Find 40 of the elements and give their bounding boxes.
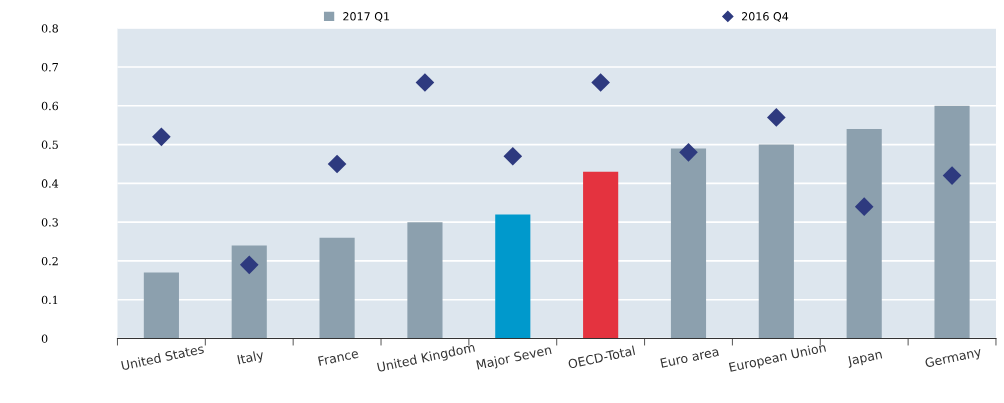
point <box>591 73 610 92</box>
point <box>942 166 962 185</box>
y-tick-label: 0.1 <box>41 295 58 305</box>
bar <box>583 171 619 339</box>
y-tick-label: 0.5 <box>41 140 58 149</box>
point <box>503 146 523 166</box>
point <box>415 73 435 92</box>
x-tick-label: United States <box>121 343 205 371</box>
x-tick-label: Italy <box>237 349 265 367</box>
point <box>679 143 698 162</box>
x-tick-label: Euro area <box>660 346 719 368</box>
point <box>239 255 259 275</box>
legend-label: 2016 Q4 <box>741 12 789 22</box>
bar <box>319 237 355 339</box>
bar <box>846 129 882 339</box>
y-tick-label: 0.8 <box>41 24 58 33</box>
bar <box>143 272 179 339</box>
bar <box>495 214 531 339</box>
y-tick-label: 0.4 <box>41 179 59 188</box>
bar <box>670 148 707 339</box>
bar <box>758 144 794 339</box>
x-tick-label: United Kingdom <box>376 342 476 375</box>
y-tick-label: 0.2 <box>41 256 58 266</box>
y-tick-label: 0.7 <box>41 62 58 72</box>
x-tick-label: Germany <box>924 346 983 371</box>
y-tick-label: 0.3 <box>41 218 58 227</box>
bar <box>934 105 970 339</box>
y-tick-label: 0 <box>41 334 48 343</box>
bar <box>407 222 443 339</box>
bar <box>231 245 267 339</box>
point <box>854 197 874 216</box>
x-tick-label: Major Seven <box>476 344 553 373</box>
x-tick-label: European Union <box>728 342 827 375</box>
x-tick-label: France <box>318 348 359 366</box>
legend-label: 2017 Q1 <box>343 12 390 22</box>
x-tick-label: Japan <box>846 349 883 368</box>
point <box>767 108 786 127</box>
point <box>327 154 347 174</box>
point <box>152 127 171 147</box>
y-tick-label: 0.6 <box>41 101 59 111</box>
